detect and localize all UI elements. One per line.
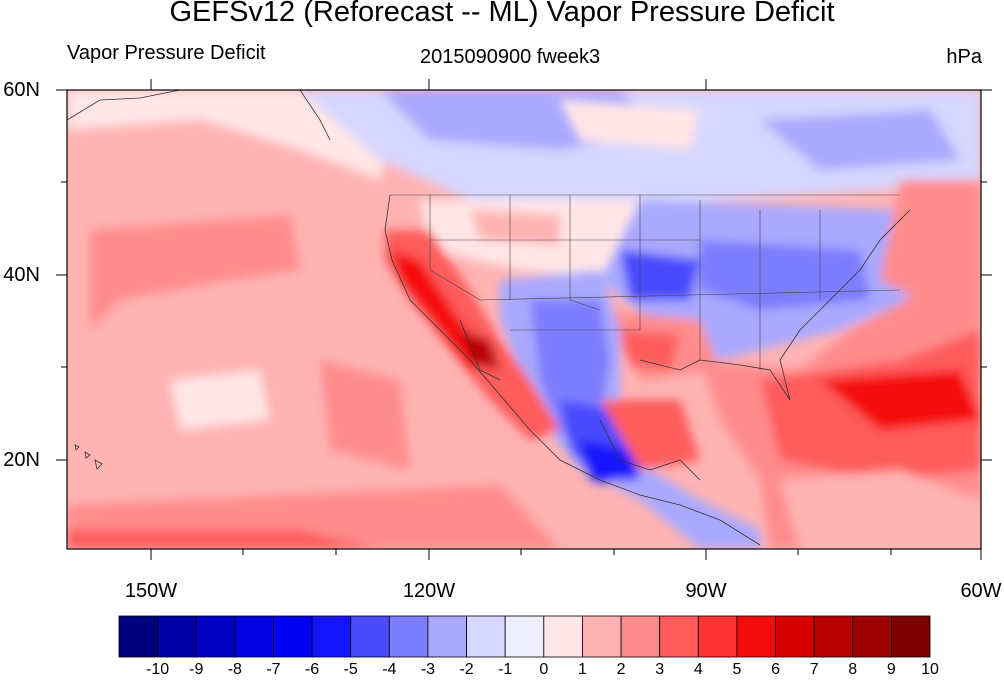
colorbar-tick-label: 7 — [809, 661, 819, 678]
field-caribbean — [780, 470, 981, 549]
colorbar-tick-label: -3 — [420, 661, 436, 678]
colorbar-tick-label: -4 — [382, 661, 397, 678]
field-rockies-light-red — [470, 210, 560, 245]
colorbar-tick-label: 8 — [848, 661, 858, 678]
field-baja-dark — [460, 330, 500, 370]
colorbar-tick-label: 5 — [732, 661, 742, 678]
field-pacific-light-patch — [170, 370, 270, 430]
colorbar-swatch — [350, 615, 390, 658]
colorbar-tick-label: 1 — [577, 661, 587, 678]
units-label: hPa — [946, 46, 982, 68]
lat-label-20n: 20N — [3, 449, 40, 471]
date-label: 2015090900 fweek3 — [420, 46, 601, 68]
colorbar-tick-label: -2 — [459, 661, 474, 678]
field-pacific-mid — [90, 215, 300, 330]
colorbar-swatch — [195, 615, 236, 658]
lon-label-120w: 120W — [402, 580, 456, 602]
coastlines — [67, 90, 911, 546]
lon-label-60w: 60W — [960, 580, 1002, 602]
colorbar-swatch — [427, 615, 467, 658]
field-nw-atlantic — [880, 180, 981, 300]
colorbar-swatch — [890, 615, 931, 658]
colorbar-tick-label: -7 — [266, 661, 281, 678]
yucatan — [599, 419, 701, 481]
colorbar-tick-label: 4 — [693, 661, 703, 678]
colorbar-tick-label: -9 — [189, 661, 204, 678]
colorbar-swatch — [659, 615, 699, 658]
field-pacific-patch2 — [320, 360, 410, 470]
colorbar-swatch — [852, 615, 892, 658]
field-atlantic-dark — [820, 370, 981, 430]
colorbar-tick-label: 0 — [539, 661, 549, 678]
colorbar-swatch — [504, 615, 545, 658]
colorbar-tick-label: -8 — [227, 661, 242, 678]
field-canada-light — [560, 100, 700, 150]
state-borders — [390, 194, 901, 370]
field-texas-red — [620, 330, 680, 370]
gulf-east-coast — [639, 209, 911, 401]
colorbar-swatch — [543, 615, 583, 658]
axis-ticks — [56, 79, 992, 560]
colorbar-tick-label: -5 — [343, 661, 358, 678]
colorbar-swatch — [311, 615, 352, 658]
map-title: GEFSv12 (Reforecast -- ML) Vapor Pressur… — [169, 0, 835, 28]
colorbar-swatch — [775, 615, 815, 658]
plot-frame — [66, 89, 982, 550]
lon-label-90w: 90W — [685, 580, 727, 602]
alaska-coast — [67, 90, 181, 121]
colorbar-swatch — [273, 615, 313, 658]
lon-label-150w: 150W — [124, 580, 178, 602]
colorbar-swatch — [466, 615, 506, 658]
field-east-us-blue — [700, 240, 870, 310]
colorbar-tick-label: -6 — [304, 661, 320, 678]
colorbar-tick-label: -1 — [498, 661, 513, 678]
colorbar-tick-label: 9 — [886, 661, 896, 678]
field-north-pacific-light — [67, 90, 400, 180]
colorbar-swatch — [157, 615, 197, 658]
bc-coast — [299, 90, 331, 141]
colorbar-swatch — [813, 615, 854, 658]
field-mexico-darkest — [580, 440, 640, 480]
colorbar-tick-label: 2 — [616, 661, 626, 678]
lat-label-40n: 40N — [3, 264, 40, 286]
colorbar-tick-label: 6 — [771, 661, 780, 678]
lat-label-60n: 60N — [3, 79, 40, 101]
colorbar-swatch — [697, 615, 738, 658]
colorbar-tick-label: 10 — [921, 661, 939, 678]
colorbar-tick-label: -10 — [146, 661, 170, 678]
field-south-pacific-dark — [67, 530, 380, 549]
colorbar — [118, 615, 931, 658]
field-hudson-blue — [760, 110, 960, 170]
variable-label: Vapor Pressure Deficit — [67, 42, 266, 64]
hawaii — [74, 444, 103, 470]
colorbar-swatch — [118, 615, 159, 658]
field-gulf-mexico — [600, 400, 700, 470]
colorbar-swatch — [620, 615, 661, 658]
colorbar-tick-label: 3 — [655, 661, 665, 678]
map-field — [67, 90, 981, 549]
colorbar-swatch — [582, 615, 622, 658]
west-coast — [384, 194, 761, 546]
colorbar-swatch — [736, 615, 776, 658]
colorbar-swatch — [234, 615, 274, 658]
baja — [459, 319, 501, 381]
colorbar-swatch — [388, 615, 429, 658]
